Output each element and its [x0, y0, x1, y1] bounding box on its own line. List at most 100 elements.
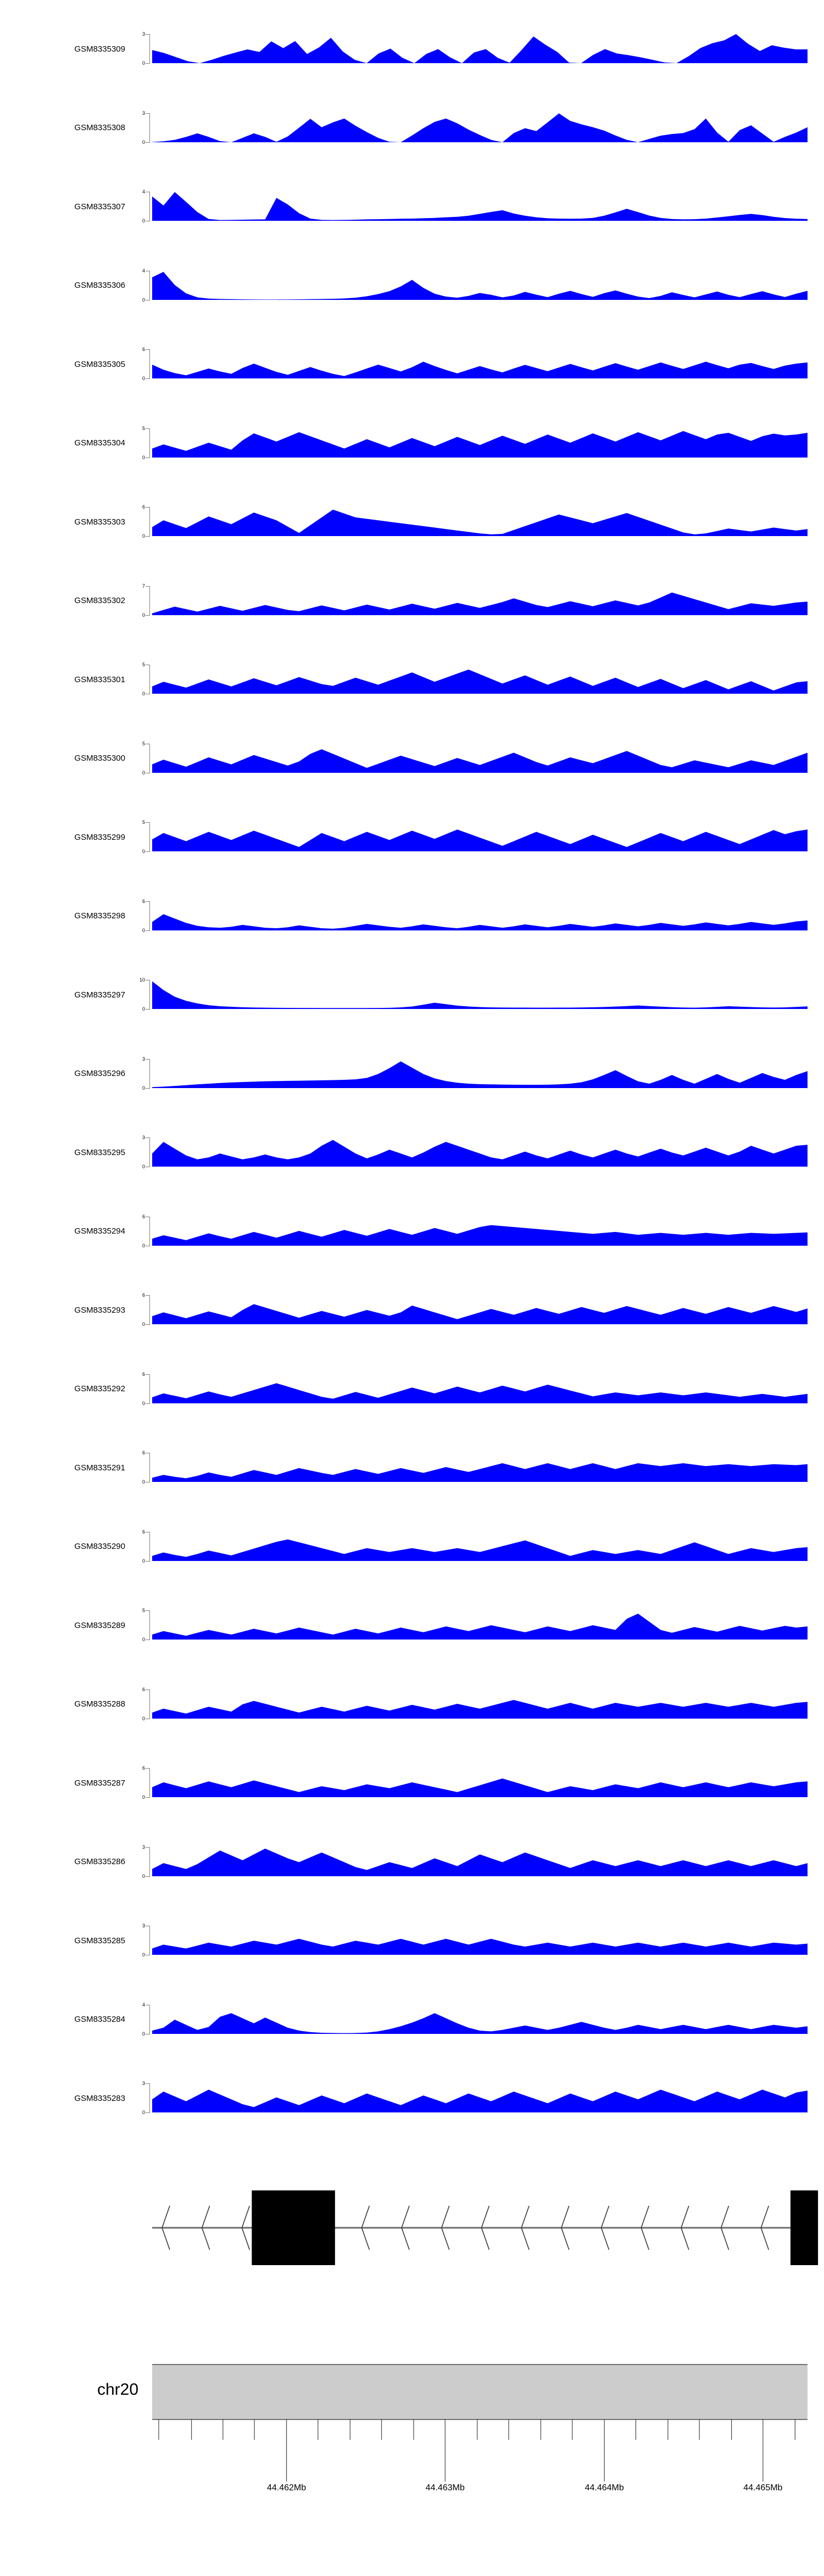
axis-tick-max: [146, 113, 150, 114]
axis-tick-max: [146, 586, 150, 587]
coverage-plot[interactable]: [152, 1453, 808, 1482]
coverage-plot[interactable]: [152, 980, 808, 1009]
gene-exon[interactable]: [790, 2190, 819, 2265]
axis-line: [149, 1531, 150, 1561]
axis-min-value: 0: [142, 770, 145, 776]
axis-max-value: 6: [142, 1213, 145, 1219]
coverage-plot[interactable]: [152, 1374, 808, 1403]
coverage-area: [152, 431, 808, 458]
chromosome-label: chr20: [97, 2380, 138, 2399]
coverage-plot[interactable]: [152, 1610, 808, 1640]
axis-tick-min: [146, 930, 150, 931]
axis-line: [149, 1374, 150, 1403]
coverage-plot[interactable]: [152, 1295, 808, 1324]
coordinate-label: 44.464Mb: [584, 2483, 624, 2493]
axis-tick-max: [146, 1610, 150, 1611]
axis-line: [149, 1768, 150, 1797]
coverage-plot[interactable]: [152, 1926, 808, 1955]
coverage-plot[interactable]: [152, 586, 808, 615]
coverage-plot[interactable]: [152, 1217, 808, 1246]
coverage-plot[interactable]: [152, 428, 808, 458]
axis-min-value: 0: [142, 849, 145, 854]
track-label: GSM8335295: [74, 1147, 125, 1157]
axis-max-value: 4: [142, 189, 145, 194]
track-label: GSM8335296: [74, 1069, 125, 1078]
coverage-plot[interactable]: [152, 1138, 808, 1167]
coverage-area: [152, 1539, 808, 1561]
axis-line: [149, 980, 150, 1009]
axis-min-value: 0: [142, 612, 145, 618]
coverage-plot[interactable]: [152, 1532, 808, 1561]
axis-max-value: 5: [142, 1608, 145, 1613]
axis-max-value: 4: [142, 267, 145, 274]
ideogram-bar[interactable]: [152, 2364, 808, 2420]
axis-line: [149, 192, 150, 221]
track-label: GSM8335303: [74, 517, 125, 527]
axis-max-value: 3: [142, 31, 145, 37]
track-label: GSM8335287: [74, 1778, 125, 1788]
coverage-plot[interactable]: [152, 349, 808, 378]
axis-min-value: 0: [142, 1952, 145, 1958]
axis-line: [149, 586, 150, 615]
axis-min-value: 0: [142, 1637, 145, 1642]
axis-max-value: 6: [142, 898, 145, 904]
axis-max-value: 3: [142, 1056, 145, 1062]
track-label: GSM8335297: [74, 990, 125, 1000]
track-label: GSM8335285: [74, 1936, 125, 1945]
coverage-plot[interactable]: [152, 1768, 808, 1797]
coverage-area: [152, 361, 808, 378]
track-label: GSM8335306: [74, 281, 125, 290]
axis-tick-max: [146, 1847, 150, 1848]
axis-min-value: 0: [142, 1006, 145, 1012]
coverage-plot[interactable]: [152, 2005, 808, 2034]
coverage-area: [152, 1224, 808, 1246]
track-label: GSM8335290: [74, 1542, 125, 1551]
strand-arrow-icon: [241, 2205, 250, 2250]
coverage-plot[interactable]: [152, 1847, 808, 1876]
coverage-plot[interactable]: [152, 507, 808, 536]
coverage-area: [152, 829, 808, 851]
axis-line: [149, 822, 150, 851]
strand-arrow-icon: [760, 2205, 770, 2250]
coverage-plot[interactable]: [152, 34, 808, 63]
strand-arrow-icon: [600, 2205, 610, 2250]
coverage-area: [152, 1140, 808, 1167]
axis-line: [149, 349, 150, 378]
axis-line: [149, 1453, 150, 1482]
gene-exon[interactable]: [252, 2190, 335, 2265]
coverage-plot[interactable]: [152, 1059, 808, 1088]
axis-max-value: 6: [142, 1529, 145, 1535]
axis-tick-max: [146, 1374, 150, 1375]
track-label: GSM8335286: [74, 1857, 125, 1866]
axis-max-value: 5: [142, 740, 145, 746]
coverage-plot[interactable]: [152, 744, 808, 773]
coverage-plot[interactable]: [152, 271, 808, 300]
coverage-plot[interactable]: [152, 2083, 808, 2112]
axis-max-value: 5: [142, 425, 145, 431]
axis-max-value: 10: [139, 977, 145, 983]
coverage-plot[interactable]: [152, 192, 808, 221]
coverage-plot[interactable]: [152, 822, 808, 851]
coverage-plot[interactable]: [152, 113, 808, 142]
coverage-area: [152, 1382, 808, 1403]
gene-model-track[interactable]: [0, 2164, 824, 2274]
coverage-plot[interactable]: [152, 901, 808, 930]
track-label: GSM8335300: [74, 754, 125, 763]
axis-tick-min: [146, 1088, 150, 1089]
axis-max-value: 5: [142, 662, 145, 667]
coverage-area: [152, 509, 808, 536]
axis-tick-max: [146, 822, 150, 823]
coverage-plot[interactable]: [152, 665, 808, 694]
coverage-plot[interactable]: [152, 1690, 808, 1719]
